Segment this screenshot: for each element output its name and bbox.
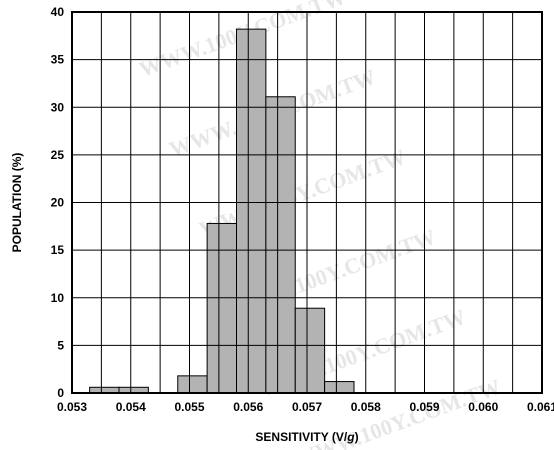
y-tick-label: 5 bbox=[57, 338, 64, 352]
x-axis-title: SENSITIVITY (V/g) bbox=[255, 430, 358, 444]
histogram-bar bbox=[177, 375, 208, 394]
x-tick-label: 0.060 bbox=[468, 400, 498, 414]
x-tick-label: 0.054 bbox=[116, 400, 146, 414]
y-tick-label: 15 bbox=[51, 243, 65, 257]
histogram-bar bbox=[265, 96, 296, 394]
x-tick-label: 0.053 bbox=[57, 400, 87, 414]
y-tick-label: 25 bbox=[51, 148, 65, 162]
grid-lines bbox=[72, 12, 542, 393]
histogram-bar bbox=[324, 381, 355, 394]
y-tick-label: 40 bbox=[51, 5, 65, 19]
x-tick-label: 0.055 bbox=[174, 400, 204, 414]
y-tick-label: 30 bbox=[51, 100, 65, 114]
histogram-bar bbox=[294, 307, 326, 394]
x-tick-label: 0.057 bbox=[292, 400, 322, 414]
x-tick-label: 0.059 bbox=[409, 400, 439, 414]
x-tick-label: 0.061 bbox=[527, 400, 554, 414]
y-tick-label: 20 bbox=[51, 196, 65, 210]
y-axis-title: POPULATION (%) bbox=[10, 153, 24, 253]
histogram-bar bbox=[236, 28, 267, 394]
y-tick-labels: 0 5 10 15 20 25 30 35 40 bbox=[51, 5, 65, 400]
x-tick-label: 0.056 bbox=[233, 400, 263, 414]
bars-layer bbox=[89, 28, 355, 394]
y-tick-label: 0 bbox=[57, 386, 64, 400]
x-tick-labels: 0.053 0.054 0.055 0.056 0.057 0.058 0.059 0.060… bbox=[57, 400, 554, 414]
histogram-bar bbox=[206, 222, 237, 394]
plot-frame bbox=[71, 11, 543, 394]
y-tick-label: 35 bbox=[51, 53, 65, 67]
x-tick-label: 0.058 bbox=[351, 400, 381, 414]
y-tick-label: 10 bbox=[51, 291, 65, 305]
